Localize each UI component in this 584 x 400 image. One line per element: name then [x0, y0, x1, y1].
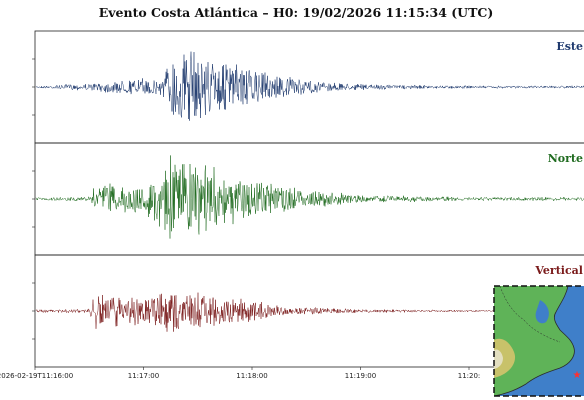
epicenter-marker: ★: [573, 370, 582, 381]
map-coast: [493, 285, 575, 397]
chart-title: Evento Costa Atlántica – H0: 19/02/2026 …: [99, 5, 494, 20]
x-tick-label: 11:20:: [458, 372, 481, 380]
legend-label-vertical: Vertical: [534, 264, 583, 277]
x-tick-label: 11:18:00: [236, 372, 267, 380]
x-tick-label: 11:19:00: [345, 372, 376, 380]
map-highlands: [494, 338, 516, 378]
legend-label-norte: Norte: [548, 152, 583, 165]
map-borders: [499, 285, 561, 343]
x-tick-label: 11:17:00: [128, 372, 159, 380]
inset-map: ★: [493, 285, 584, 397]
map-land: [494, 286, 575, 396]
trace-este: [35, 51, 584, 121]
map-bay: [535, 300, 549, 324]
map-relief: [494, 349, 503, 369]
trace-norte: [35, 155, 584, 239]
legend-label-este: Este: [556, 40, 583, 53]
x-tick-label: 2026-02-19T11:16:00: [0, 372, 73, 380]
map-frame: [493, 285, 584, 397]
time-axis: 2026-02-19T11:16:00 11:17:00 11:18:00 11:19…: [0, 367, 480, 380]
